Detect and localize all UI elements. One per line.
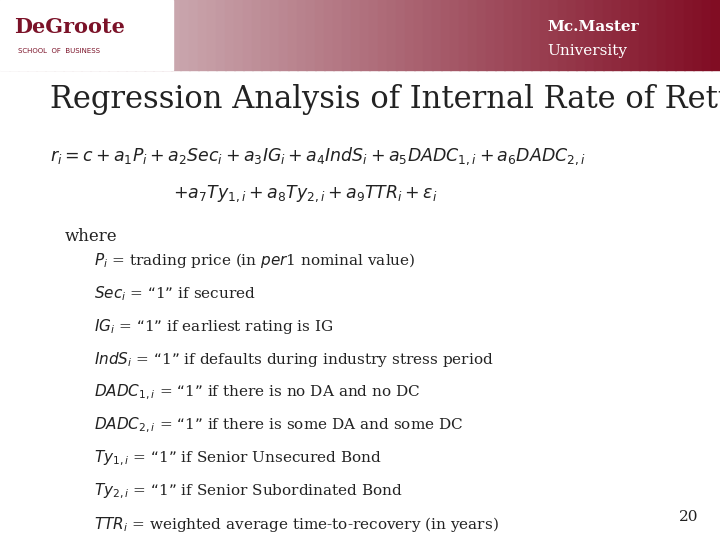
Text: University: University: [547, 44, 627, 58]
Bar: [567, 0, 577, 70]
Bar: [558, 0, 567, 70]
Bar: [135, 0, 145, 70]
Bar: [495, 0, 505, 70]
Bar: [504, 0, 513, 70]
Text: SCHOOL  OF  BUSINESS: SCHOOL OF BUSINESS: [18, 48, 100, 53]
Bar: [189, 0, 199, 70]
Bar: [45, 0, 55, 70]
Text: $r_i = c + a_1P_i + a_2Sec_i + a_3IG_i + a_4IndS_i + a_5DADC_{1,i} + a_6DADC_{2,: $r_i = c + a_1P_i + a_2Sec_i + a_3IG_i +…: [50, 146, 586, 167]
Bar: [387, 0, 397, 70]
Bar: [675, 0, 685, 70]
Bar: [117, 0, 127, 70]
Bar: [684, 0, 693, 70]
Bar: [360, 0, 370, 70]
Bar: [261, 0, 271, 70]
Bar: [378, 0, 387, 70]
Text: $IndS_i$ = “1” if defaults during industry stress period: $IndS_i$ = “1” if defaults during indust…: [94, 350, 493, 369]
Bar: [279, 0, 289, 70]
Text: $DADC_{2,i}$ = “1” if there is some DA and some DC: $DADC_{2,i}$ = “1” if there is some DA a…: [94, 416, 463, 435]
Bar: [288, 0, 298, 70]
Text: $P_i$ = trading price (in $ per $1 nominal value): $P_i$ = trading price (in $ per $1 nomin…: [94, 251, 415, 270]
Text: 20: 20: [679, 510, 698, 524]
Bar: [153, 0, 163, 70]
Bar: [594, 0, 603, 70]
Text: where: where: [65, 228, 117, 245]
Text: $+ a_7Ty_{1,i} + a_8Ty_{2,i} + a_9TTR_i + \varepsilon_i$: $+ a_7Ty_{1,i} + a_8Ty_{2,i} + a_9TTR_i …: [173, 184, 437, 204]
Bar: [693, 0, 703, 70]
Bar: [126, 0, 135, 70]
Text: $IG_i$ = “1” if earliest rating is IG: $IG_i$ = “1” if earliest rating is IG: [94, 317, 333, 336]
Bar: [351, 0, 361, 70]
Bar: [144, 0, 154, 70]
Bar: [621, 0, 631, 70]
Bar: [0, 0, 173, 70]
Bar: [0, 0, 10, 70]
Text: $TTR_i$ = weighted average time-to-recovery (in years): $TTR_i$ = weighted average time-to-recov…: [94, 515, 498, 534]
Bar: [405, 0, 415, 70]
Bar: [315, 0, 325, 70]
Bar: [639, 0, 649, 70]
Text: $Sec_i$ = “1” if secured: $Sec_i$ = “1” if secured: [94, 284, 256, 303]
Bar: [342, 0, 352, 70]
Text: Regression Analysis of Internal Rate of Return: Regression Analysis of Internal Rate of …: [50, 84, 720, 114]
Text: $Ty_{1,i}$ = “1” if Senior Unsecured Bond: $Ty_{1,i}$ = “1” if Senior Unsecured Bon…: [94, 449, 382, 468]
Bar: [603, 0, 613, 70]
Bar: [18, 0, 28, 70]
Text: $Ty_{2,i}$ = “1” if Senior Subordinated Bond: $Ty_{2,i}$ = “1” if Senior Subordinated …: [94, 482, 402, 501]
Bar: [54, 0, 63, 70]
Text: DeGroote: DeGroote: [14, 17, 125, 37]
Bar: [531, 0, 541, 70]
Bar: [711, 0, 720, 70]
Bar: [702, 0, 711, 70]
Bar: [648, 0, 657, 70]
Bar: [180, 0, 190, 70]
Bar: [297, 0, 307, 70]
Bar: [477, 0, 487, 70]
Bar: [198, 0, 208, 70]
Bar: [540, 0, 550, 70]
Bar: [549, 0, 559, 70]
Bar: [612, 0, 621, 70]
Bar: [459, 0, 469, 70]
Bar: [666, 0, 675, 70]
Bar: [414, 0, 423, 70]
Bar: [171, 0, 181, 70]
Bar: [450, 0, 459, 70]
Text: Mc.Master: Mc.Master: [547, 19, 639, 33]
Bar: [432, 0, 441, 70]
Bar: [324, 0, 334, 70]
Bar: [513, 0, 523, 70]
Bar: [72, 0, 82, 70]
Bar: [243, 0, 253, 70]
Bar: [657, 0, 667, 70]
Bar: [333, 0, 343, 70]
Bar: [36, 0, 46, 70]
Bar: [81, 0, 91, 70]
Bar: [630, 0, 639, 70]
Bar: [522, 0, 531, 70]
Bar: [162, 0, 172, 70]
Bar: [270, 0, 280, 70]
Bar: [441, 0, 451, 70]
Bar: [207, 0, 217, 70]
Bar: [585, 0, 595, 70]
Bar: [423, 0, 433, 70]
Text: $DADC_{1,i}$ = “1” if there is no DA and no DC: $DADC_{1,i}$ = “1” if there is no DA and…: [94, 383, 420, 402]
Bar: [576, 0, 585, 70]
Bar: [27, 0, 37, 70]
Bar: [234, 0, 243, 70]
Bar: [63, 0, 73, 70]
Bar: [225, 0, 235, 70]
Bar: [108, 0, 118, 70]
Bar: [396, 0, 406, 70]
Bar: [468, 0, 478, 70]
Bar: [99, 0, 109, 70]
Bar: [369, 0, 379, 70]
Bar: [216, 0, 226, 70]
Bar: [9, 0, 19, 70]
Bar: [90, 0, 99, 70]
Bar: [306, 0, 316, 70]
Bar: [252, 0, 262, 70]
Bar: [486, 0, 496, 70]
